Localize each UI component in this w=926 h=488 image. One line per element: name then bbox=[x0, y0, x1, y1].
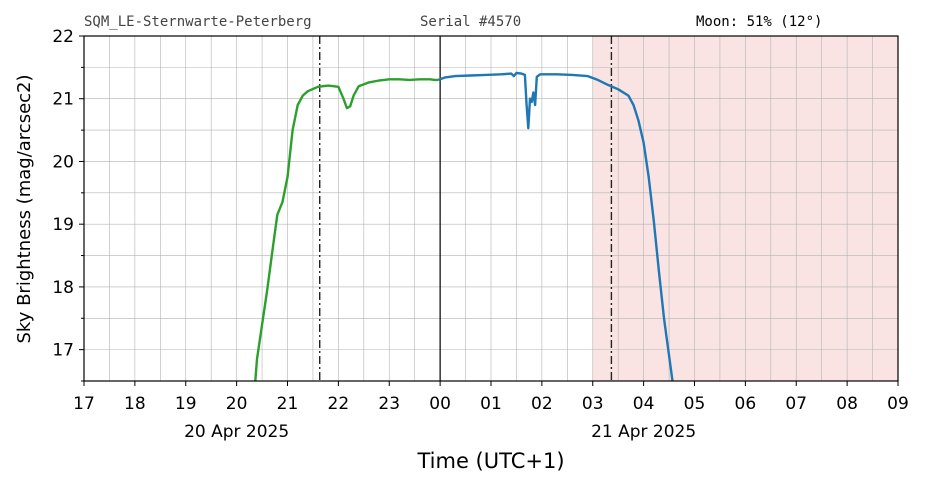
x-tick-label: 18 bbox=[124, 394, 146, 414]
y-axis-label: Sky Brightness (mag/arcsec2) bbox=[14, 74, 35, 343]
y-tick-label: 18 bbox=[52, 278, 74, 298]
y-tick-label: 21 bbox=[52, 90, 74, 110]
x-tick-label: 20 bbox=[226, 394, 248, 414]
x-tick-label: 06 bbox=[735, 394, 757, 414]
y-tick-label: 20 bbox=[52, 152, 74, 172]
x-tick-label: 19 bbox=[175, 394, 197, 414]
x-date-label: 20 Apr 2025 bbox=[184, 422, 289, 442]
site-name: SQM_LE-Sternwarte-Peterberg bbox=[84, 14, 312, 30]
x-tick-label: 21 bbox=[277, 394, 299, 414]
y-tick-label: 17 bbox=[52, 341, 74, 361]
x-tick-label: 23 bbox=[378, 394, 400, 414]
moon-info: Moon: 51% (12°) bbox=[696, 14, 823, 30]
x-tick-label: 22 bbox=[328, 394, 350, 414]
x-tick-label: 09 bbox=[887, 394, 909, 414]
x-tick-label: 17 bbox=[73, 394, 95, 414]
series-layer bbox=[254, 71, 674, 382]
y-tick-label: 19 bbox=[52, 215, 74, 235]
series-line-2 bbox=[437, 71, 674, 382]
x-tick-label: 01 bbox=[480, 394, 502, 414]
grid-layer bbox=[83, 35, 899, 382]
x-tick-label: 04 bbox=[633, 394, 655, 414]
tick-layer: 17 18 19 20 21 22 23 00 01 02 03 04 05 06 07 08 09 20 Apr… bbox=[52, 27, 908, 442]
x-tick-label: 07 bbox=[785, 394, 807, 414]
x-tick-label: 00 bbox=[429, 394, 451, 414]
y-tick-label: 22 bbox=[52, 27, 74, 47]
x-axis-label: Time (UTC+1) bbox=[416, 449, 564, 473]
series-line-1 bbox=[254, 78, 439, 382]
x-tick-label: 02 bbox=[531, 394, 553, 414]
x-tick-label: 08 bbox=[836, 394, 858, 414]
vertical-marker-layer bbox=[319, 36, 613, 381]
serial-number: Serial #4570 bbox=[420, 14, 522, 30]
x-tick-label: 05 bbox=[684, 394, 706, 414]
x-date-label: 21 Apr 2025 bbox=[591, 422, 696, 442]
x-tick-label: 03 bbox=[582, 394, 604, 414]
